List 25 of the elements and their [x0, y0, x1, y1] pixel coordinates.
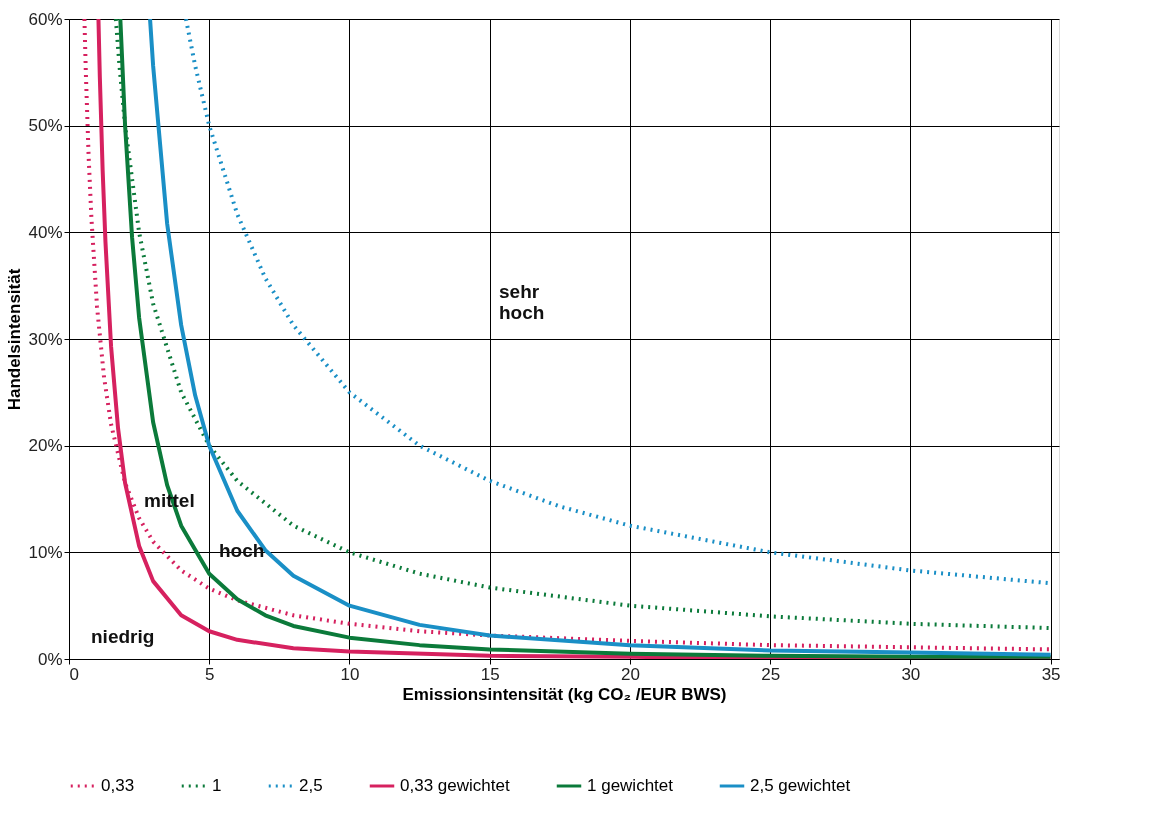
y-tick-label: 30% — [28, 329, 63, 349]
x-tick-label: 0 — [69, 664, 79, 684]
legend-label: 2,5 — [299, 776, 323, 795]
x-tick-label: 30 — [901, 664, 921, 684]
y-tick-label: 50% — [28, 116, 63, 136]
annotation: sehr hoch — [499, 281, 545, 323]
legend-label: 0,33 gewichtet — [400, 776, 510, 795]
legend-label: 0,33 — [101, 776, 135, 795]
annotation: niedrig — [91, 626, 155, 647]
y-tick-label: 40% — [28, 222, 63, 242]
x-tick-label: 20 — [620, 664, 640, 684]
y-tick-label: 10% — [28, 542, 63, 562]
x-tick-label: 5 — [204, 664, 215, 684]
y-tick-label: 20% — [28, 436, 63, 456]
y-tick-label: 60% — [28, 9, 63, 29]
legend-label: 1 — [212, 776, 222, 795]
x-axis-title: Emissionsintensität (kg CO₂ /EUR BWS) — [402, 684, 727, 704]
x-tick-label: 35 — [1041, 664, 1061, 684]
x-tick-label: 15 — [480, 664, 500, 684]
y-tick-label: 0% — [37, 649, 63, 669]
x-tick-label: 10 — [340, 664, 360, 684]
x-tick-label: 25 — [761, 664, 781, 684]
legend-label: 2,5 gewichtet — [750, 776, 851, 795]
legend-label: 1 gewichtet — [587, 776, 674, 795]
y-axis-title: Handelsintensität — [5, 268, 25, 411]
